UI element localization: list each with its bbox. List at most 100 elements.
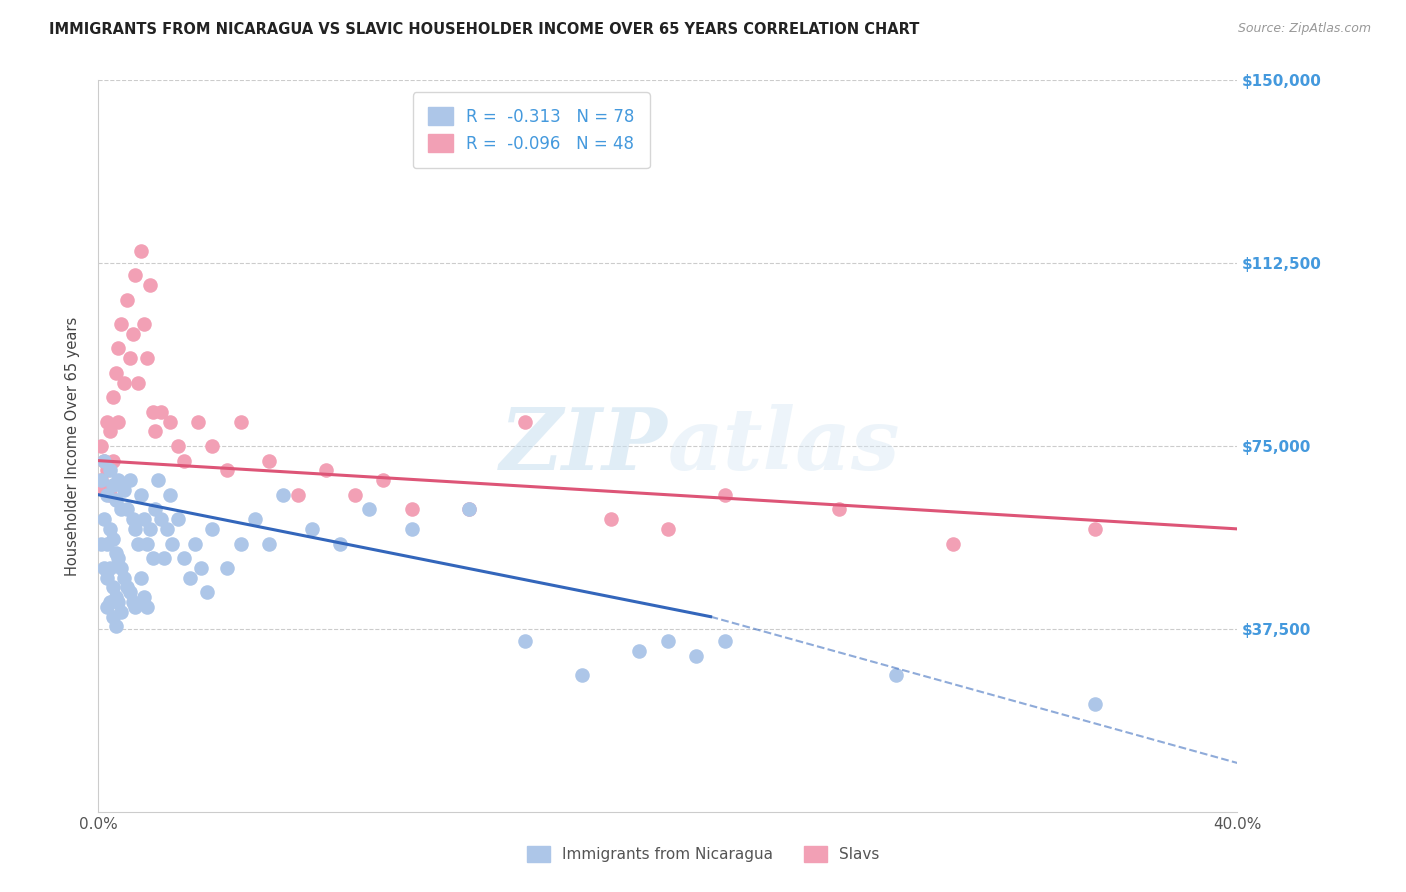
Point xyxy=(90,473,112,487)
Point xyxy=(93,512,115,526)
Point xyxy=(159,488,181,502)
Point xyxy=(357,502,380,516)
Point xyxy=(145,425,167,439)
Point xyxy=(343,488,366,502)
Point xyxy=(107,342,129,356)
Point xyxy=(600,512,623,526)
Point xyxy=(98,561,121,575)
Point xyxy=(90,473,112,487)
Point xyxy=(135,351,157,366)
Point xyxy=(115,293,138,307)
Point xyxy=(107,551,129,566)
Point xyxy=(112,376,135,390)
Point xyxy=(167,512,190,526)
Point xyxy=(107,473,129,487)
Point xyxy=(121,512,143,526)
Point xyxy=(184,536,207,550)
Point xyxy=(401,502,423,516)
Point xyxy=(129,244,152,258)
Point xyxy=(135,536,157,550)
Point xyxy=(190,561,212,575)
Point xyxy=(107,415,129,429)
Point xyxy=(112,483,135,497)
Legend: R =  -0.313   N = 78, R =  -0.096   N = 48: R = -0.313 N = 78, R = -0.096 N = 48 xyxy=(413,92,650,168)
Point xyxy=(115,502,138,516)
Point xyxy=(150,405,173,419)
Point xyxy=(96,488,118,502)
Point xyxy=(118,585,141,599)
Point xyxy=(101,581,124,595)
Point xyxy=(215,463,238,477)
Point xyxy=(90,439,112,453)
Point xyxy=(98,463,121,477)
Point xyxy=(93,453,115,467)
Point xyxy=(457,502,479,516)
Point xyxy=(828,502,851,516)
Point xyxy=(259,453,281,467)
Point xyxy=(657,522,679,536)
Point xyxy=(329,536,352,550)
Point xyxy=(401,522,423,536)
Point xyxy=(195,585,218,599)
Point xyxy=(124,599,146,614)
Point xyxy=(121,595,143,609)
Point xyxy=(215,561,238,575)
Point xyxy=(110,502,132,516)
Point xyxy=(571,668,593,682)
Point xyxy=(201,522,224,536)
Point xyxy=(101,478,124,492)
Point xyxy=(301,522,323,536)
Point xyxy=(243,512,266,526)
Point xyxy=(96,415,118,429)
Point xyxy=(110,317,132,331)
Point xyxy=(104,366,127,380)
Point xyxy=(942,536,965,550)
Point xyxy=(1084,698,1107,712)
Point xyxy=(96,536,118,550)
Point xyxy=(156,522,179,536)
Point xyxy=(93,561,115,575)
Text: ZIP: ZIP xyxy=(501,404,668,488)
Point xyxy=(373,473,395,487)
Point xyxy=(167,439,190,453)
Point xyxy=(96,463,118,477)
Text: atlas: atlas xyxy=(668,404,900,488)
Text: Source: ZipAtlas.com: Source: ZipAtlas.com xyxy=(1237,22,1371,36)
Point xyxy=(162,536,184,550)
Point xyxy=(101,532,124,546)
Point xyxy=(884,668,907,682)
Point xyxy=(132,512,155,526)
Point xyxy=(98,488,121,502)
Point xyxy=(287,488,309,502)
Point xyxy=(110,605,132,619)
Point xyxy=(104,492,127,507)
Point xyxy=(90,536,112,550)
Point xyxy=(628,644,651,658)
Point xyxy=(229,415,252,429)
Point xyxy=(93,453,115,467)
Point xyxy=(98,522,121,536)
Point xyxy=(118,473,141,487)
Legend: Immigrants from Nicaragua, Slavs: Immigrants from Nicaragua, Slavs xyxy=(520,840,886,868)
Point xyxy=(714,634,737,648)
Point xyxy=(121,326,143,341)
Point xyxy=(201,439,224,453)
Point xyxy=(159,415,181,429)
Point xyxy=(141,551,163,566)
Point xyxy=(187,415,209,429)
Point xyxy=(104,546,127,560)
Point xyxy=(115,581,138,595)
Point xyxy=(104,590,127,604)
Point xyxy=(93,483,115,497)
Point xyxy=(229,536,252,550)
Point xyxy=(138,522,160,536)
Point xyxy=(118,351,141,366)
Point xyxy=(515,415,537,429)
Point xyxy=(124,522,146,536)
Point xyxy=(101,609,124,624)
Point xyxy=(714,488,737,502)
Point xyxy=(150,512,173,526)
Point xyxy=(1084,522,1107,536)
Point xyxy=(273,488,295,502)
Point xyxy=(129,488,152,502)
